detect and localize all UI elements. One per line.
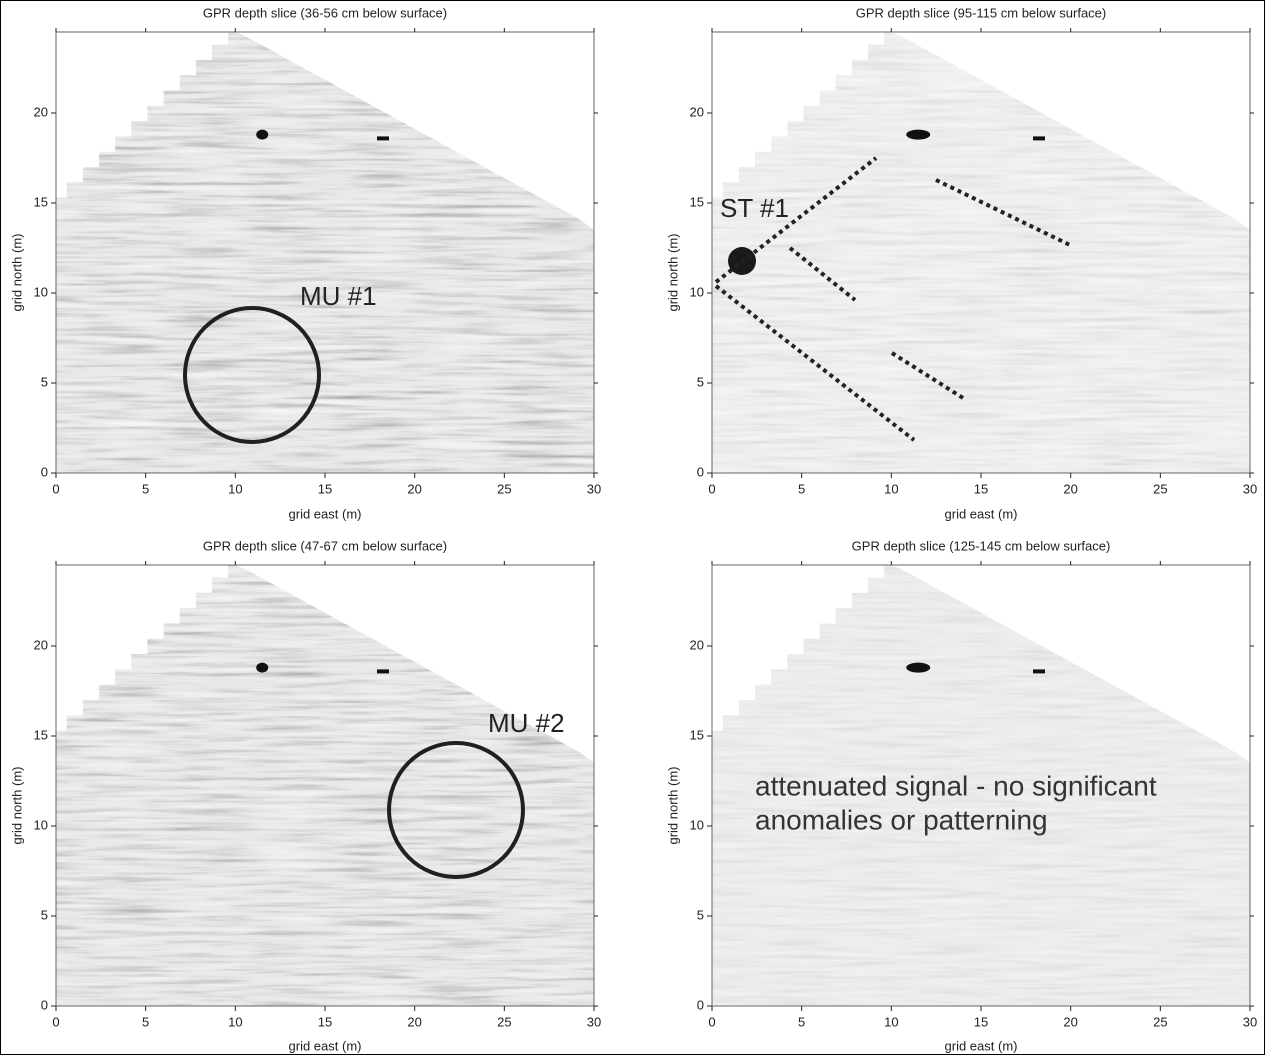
y-tick-label: 15 <box>690 194 704 209</box>
y-tick-label: 15 <box>690 727 704 742</box>
gpr-slice <box>56 565 594 1006</box>
panel-title: GPR depth slice (47-67 cm below surface) <box>203 538 447 553</box>
x-tick-label: 5 <box>798 481 805 496</box>
x-axis-label: grid east (m) <box>289 1038 362 1053</box>
panel: GPR depth slice (47-67 cm below surface)… <box>9 538 601 1053</box>
x-tick-label: 0 <box>52 481 59 496</box>
y-tick-label: 0 <box>41 997 48 1012</box>
y-tick-label: 15 <box>34 194 48 209</box>
y-tick-label: 10 <box>690 817 704 832</box>
y-tick-label: 10 <box>34 284 48 299</box>
reflector <box>256 130 268 140</box>
annotation: attenuated signal - no significant <box>755 770 1157 801</box>
x-tick-label: 25 <box>497 1014 511 1029</box>
reflector <box>377 669 389 673</box>
x-tick-label: 0 <box>52 1014 59 1029</box>
panel: GPR depth slice (125-145 cm below surfac… <box>665 538 1257 1053</box>
panel-title: GPR depth slice (36-56 cm below surface) <box>203 5 447 20</box>
x-tick-label: 10 <box>884 481 898 496</box>
x-tick-label: 25 <box>497 481 511 496</box>
x-tick-label: 15 <box>318 1014 332 1029</box>
x-tick-label: 5 <box>142 1014 149 1029</box>
x-axis-label: grid east (m) <box>945 1038 1018 1053</box>
annotation: MU #2 <box>488 708 565 738</box>
annotation: MU #1 <box>300 281 377 311</box>
y-tick-label: 5 <box>41 907 48 922</box>
x-tick-label: 10 <box>228 481 242 496</box>
y-axis-label: grid north (m) <box>665 233 680 311</box>
reflector <box>1033 669 1045 673</box>
reflector <box>906 663 930 673</box>
y-tick-label: 0 <box>697 464 704 479</box>
panel-title: GPR depth slice (125-145 cm below surfac… <box>852 538 1111 553</box>
y-axis-label: grid north (m) <box>9 233 24 311</box>
x-tick-label: 25 <box>1153 481 1167 496</box>
y-tick-label: 20 <box>34 637 48 652</box>
y-tick-label: 0 <box>697 997 704 1012</box>
y-tick-label: 10 <box>690 284 704 299</box>
annotation: ST #1 <box>720 193 789 223</box>
y-tick-label: 15 <box>34 727 48 742</box>
y-tick-label: 5 <box>697 907 704 922</box>
y-axis-label: grid north (m) <box>665 766 680 844</box>
figure: GPR depth slice (36-56 cm below surface)… <box>0 0 1265 1055</box>
y-tick-label: 20 <box>34 104 48 119</box>
x-tick-label: 0 <box>708 481 715 496</box>
x-tick-label: 30 <box>1243 1014 1257 1029</box>
x-axis-label: grid east (m) <box>945 506 1018 521</box>
reflector <box>1033 136 1045 140</box>
x-tick-label: 0 <box>708 1014 715 1029</box>
x-tick-label: 5 <box>142 481 149 496</box>
y-tick-label: 10 <box>34 817 48 832</box>
x-tick-label: 20 <box>1063 1014 1077 1029</box>
panel: GPR depth slice (95-115 cm below surface… <box>665 5 1257 521</box>
reflector <box>377 136 389 140</box>
x-axis-label: grid east (m) <box>289 506 362 521</box>
x-tick-label: 30 <box>587 1014 601 1029</box>
gpr-slice <box>712 32 1250 473</box>
x-tick-label: 15 <box>974 481 988 496</box>
x-tick-label: 20 <box>407 481 421 496</box>
y-tick-label: 20 <box>690 637 704 652</box>
x-tick-label: 15 <box>318 481 332 496</box>
x-tick-label: 10 <box>884 1014 898 1029</box>
y-tick-label: 20 <box>690 104 704 119</box>
x-tick-label: 25 <box>1153 1014 1167 1029</box>
gpr-slice <box>56 32 594 473</box>
y-tick-label: 5 <box>697 374 704 389</box>
panel-title: GPR depth slice (95-115 cm below surface… <box>856 5 1106 20</box>
x-tick-label: 30 <box>587 481 601 496</box>
y-axis-label: grid north (m) <box>9 766 24 844</box>
x-tick-label: 5 <box>798 1014 805 1029</box>
panel: GPR depth slice (36-56 cm below surface)… <box>9 5 601 521</box>
annotation: anomalies or patterning <box>755 804 1048 835</box>
reflector <box>256 663 268 673</box>
x-tick-label: 30 <box>1243 481 1257 496</box>
x-tick-label: 10 <box>228 1014 242 1029</box>
x-tick-label: 15 <box>974 1014 988 1029</box>
x-tick-label: 20 <box>1063 481 1077 496</box>
x-tick-label: 20 <box>407 1014 421 1029</box>
y-tick-label: 0 <box>41 464 48 479</box>
reflector <box>906 130 930 140</box>
y-tick-label: 5 <box>41 374 48 389</box>
